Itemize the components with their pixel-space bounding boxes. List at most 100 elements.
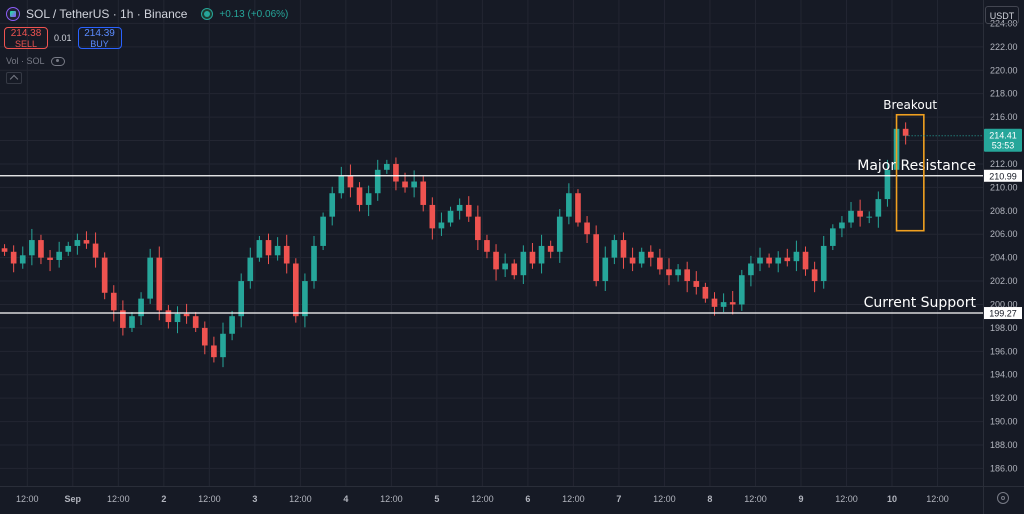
candle[interactable] bbox=[475, 216, 481, 241]
candle[interactable] bbox=[201, 327, 208, 346]
candle[interactable] bbox=[775, 257, 782, 264]
candle[interactable] bbox=[647, 251, 654, 258]
candle[interactable] bbox=[748, 263, 754, 276]
eye-hidden-icon[interactable] bbox=[50, 56, 65, 66]
candle[interactable] bbox=[729, 302, 736, 305]
collapse-chevron-icon[interactable] bbox=[6, 72, 22, 84]
candle[interactable] bbox=[183, 313, 190, 317]
candle[interactable] bbox=[192, 316, 199, 328]
candle[interactable] bbox=[156, 257, 163, 311]
candle[interactable] bbox=[283, 245, 290, 264]
candle[interactable] bbox=[529, 251, 536, 264]
candle[interactable] bbox=[493, 251, 499, 270]
symbol-title[interactable]: SOL / TetherUS · 1h · Binance bbox=[26, 7, 188, 21]
candle[interactable] bbox=[738, 275, 745, 305]
candle[interactable] bbox=[56, 251, 62, 260]
candle[interactable] bbox=[220, 333, 226, 358]
candle[interactable] bbox=[74, 240, 81, 246]
candle[interactable] bbox=[638, 251, 645, 264]
candle[interactable] bbox=[292, 263, 299, 317]
candle[interactable] bbox=[520, 251, 527, 276]
candle[interactable] bbox=[684, 269, 691, 282]
candle[interactable] bbox=[365, 193, 372, 205]
candle[interactable] bbox=[129, 316, 135, 328]
candle[interactable] bbox=[511, 263, 518, 276]
candle[interactable] bbox=[438, 222, 445, 229]
candle[interactable] bbox=[820, 245, 827, 282]
settings-gear-icon[interactable] bbox=[997, 492, 1009, 504]
candle[interactable] bbox=[829, 228, 836, 246]
candle[interactable] bbox=[611, 240, 618, 258]
candle[interactable] bbox=[465, 204, 472, 217]
candle[interactable] bbox=[92, 243, 99, 258]
candle[interactable] bbox=[839, 222, 845, 229]
candle[interactable] bbox=[402, 181, 408, 188]
candle[interactable] bbox=[447, 210, 454, 223]
candle[interactable] bbox=[693, 281, 700, 287]
candle[interactable] bbox=[138, 298, 144, 317]
candle[interactable] bbox=[265, 240, 272, 256]
candle[interactable] bbox=[347, 175, 354, 188]
candle[interactable] bbox=[120, 310, 126, 328]
candle[interactable] bbox=[10, 251, 17, 264]
candle[interactable] bbox=[629, 257, 636, 264]
candle[interactable] bbox=[556, 216, 563, 252]
candle[interactable] bbox=[484, 240, 490, 252]
candle[interactable] bbox=[802, 251, 809, 270]
candle[interactable] bbox=[720, 302, 727, 307]
candle[interactable] bbox=[38, 240, 44, 258]
candle[interactable] bbox=[429, 204, 436, 229]
candle[interactable] bbox=[411, 181, 417, 188]
candle[interactable] bbox=[302, 281, 308, 317]
candle[interactable] bbox=[238, 281, 245, 317]
candle[interactable] bbox=[165, 310, 172, 323]
candle[interactable] bbox=[101, 257, 108, 293]
candle[interactable] bbox=[229, 316, 235, 334]
candle[interactable] bbox=[83, 240, 90, 244]
candle[interactable] bbox=[247, 257, 254, 282]
volume-indicator[interactable]: Vol · SOL bbox=[6, 56, 65, 66]
candle[interactable] bbox=[848, 210, 854, 223]
market-status-icon[interactable] bbox=[201, 8, 214, 20]
candle[interactable] bbox=[502, 263, 508, 270]
candle[interactable] bbox=[538, 245, 545, 264]
candle[interactable] bbox=[675, 269, 681, 276]
candle[interactable] bbox=[884, 169, 891, 200]
candle[interactable] bbox=[329, 193, 336, 217]
breakout-box[interactable] bbox=[895, 113, 925, 232]
buy-button[interactable]: 214.39 BUY bbox=[77, 27, 122, 49]
candle[interactable] bbox=[174, 313, 181, 323]
candle[interactable] bbox=[384, 163, 390, 170]
candle[interactable] bbox=[702, 286, 709, 299]
candle[interactable] bbox=[875, 199, 882, 217]
sell-button[interactable]: 214.38 SELL bbox=[4, 27, 48, 49]
candle[interactable] bbox=[793, 251, 800, 262]
candle[interactable] bbox=[566, 193, 572, 217]
candle[interactable] bbox=[757, 257, 763, 264]
candle[interactable] bbox=[65, 245, 72, 252]
candle[interactable] bbox=[902, 128, 909, 136]
candle[interactable] bbox=[356, 187, 363, 205]
candle[interactable] bbox=[620, 240, 627, 258]
candle[interactable] bbox=[547, 245, 554, 252]
candle[interactable] bbox=[320, 216, 326, 246]
candle[interactable] bbox=[19, 255, 26, 264]
candle[interactable] bbox=[602, 257, 609, 282]
candle[interactable] bbox=[575, 193, 581, 223]
candle[interactable] bbox=[47, 257, 53, 260]
candle[interactable] bbox=[811, 269, 818, 282]
candle[interactable] bbox=[29, 240, 35, 256]
candle[interactable] bbox=[1, 248, 8, 252]
candle[interactable] bbox=[866, 216, 873, 218]
candle[interactable] bbox=[456, 204, 463, 211]
candle[interactable] bbox=[711, 298, 718, 307]
candle[interactable] bbox=[256, 240, 263, 258]
candle[interactable] bbox=[584, 222, 590, 235]
candle[interactable] bbox=[147, 257, 154, 299]
candle[interactable] bbox=[420, 181, 427, 205]
currency-selector[interactable]: USDT bbox=[985, 6, 1019, 24]
candle[interactable] bbox=[338, 175, 345, 194]
candle[interactable] bbox=[110, 292, 117, 311]
